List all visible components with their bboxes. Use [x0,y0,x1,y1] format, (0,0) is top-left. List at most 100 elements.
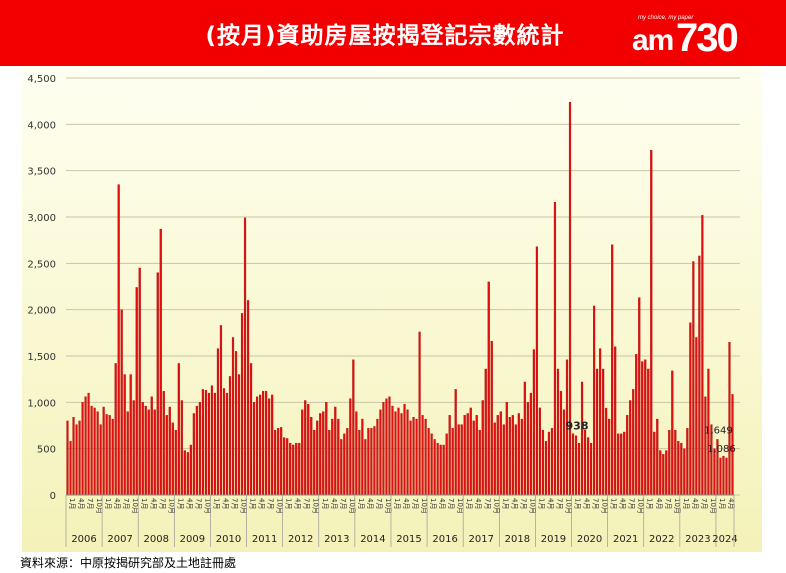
bar [210,385,214,496]
bar [126,411,129,496]
bar [358,429,361,496]
month-tick-label: 7月 [664,498,672,509]
month-tick-label: 4月 [258,498,266,509]
bar [102,406,105,496]
bar [394,411,397,496]
month-tick-label: 1月 [646,498,654,509]
bar [219,325,223,496]
month-tick-label: 10月 [167,498,175,514]
bar [168,406,171,496]
bar [544,441,548,496]
month-tick-label: 10月 [601,498,609,514]
bar [574,435,578,496]
bar [295,442,298,496]
bar [237,374,241,496]
bar [280,427,283,496]
month-tick-label: 10月 [420,498,428,514]
bar [559,391,563,496]
bar [704,396,707,496]
bar [349,398,352,496]
bar [234,351,238,496]
y-tick-label: 1,000 [27,398,56,409]
bar [433,439,436,496]
bar [650,150,653,496]
month-tick-label: 1月 [249,498,257,509]
month-tick-label: 1月 [140,498,148,509]
bar [608,418,611,496]
month-tick-label: 7月 [447,498,455,509]
month-tick-label: 1月 [212,498,220,509]
bar [728,342,731,496]
month-tick-label: 4月 [330,498,338,509]
bar [171,422,174,496]
year-label: 2011 [252,534,277,545]
bar [424,418,427,496]
bar [436,442,439,496]
bar [644,359,647,496]
month-tick-label: 7月 [339,498,347,509]
bar [508,417,511,496]
month-tick-label: 7月 [555,498,563,509]
month-tick-label: 10月 [276,498,284,514]
bar [355,411,358,496]
bar [523,381,526,496]
month-tick-label: 4月 [691,498,699,509]
month-tick-label: 10月 [384,498,392,514]
bar [442,444,445,496]
bar [379,409,382,496]
month-tick-label: 10月 [240,498,248,514]
month-tick-label: 4月 [546,498,554,509]
year-label: 2010 [216,534,241,545]
title-banner: (按月)資助房屋按揭登記宗數統計 my choice, my paper am … [0,0,786,66]
bar [665,450,668,496]
bar [258,394,262,496]
bar [445,433,448,496]
bar [310,417,313,496]
bar [514,424,517,496]
bar [547,431,551,496]
year-label: 2012 [288,534,313,545]
bar [325,402,328,496]
bar [301,409,304,496]
bar [96,411,99,496]
bar [346,428,349,496]
bar [596,368,599,496]
month-tick-label: 10月 [348,498,356,514]
month-tick-label: 4月 [583,498,591,509]
month-tick-label: 4月 [655,498,663,509]
year-label: 2018 [505,534,530,545]
y-tick-label: 2,000 [27,306,56,317]
bar [286,438,289,496]
month-tick-label: 7月 [519,498,527,509]
bar [583,429,587,496]
y-tick-label: 3,500 [27,167,56,178]
bar [430,433,433,496]
bar [156,272,159,496]
bar [255,396,259,496]
bar [722,455,725,496]
bar-chart: 0 500 1,000 1,500 2,000 2,500 3,000 3,500 4,000 4… [22,66,762,552]
bar [653,431,656,496]
bar [271,394,274,496]
bar [201,389,204,496]
bar [659,450,662,496]
month-tick-label: 1月 [465,498,473,509]
bar [105,414,108,496]
bar [629,400,632,496]
bar [114,363,117,496]
bar [174,429,177,496]
bar [111,418,114,496]
bar [78,420,81,496]
bar [532,349,535,496]
month-tick-label: 1月 [176,498,184,509]
bar [298,442,301,496]
bar [216,348,220,496]
year-label: 2006 [71,534,96,545]
bar [243,217,247,496]
year-label: 2024 [712,534,737,545]
bar [439,444,442,496]
bar [599,348,602,496]
bar [72,417,75,496]
bar [331,418,334,496]
x-axis: 1月 4月 7月 10月 1月 4月 7月 10月 1月 4月 7月 10月 1月 4月 7月 10月 1月 4月… [65,494,738,547]
